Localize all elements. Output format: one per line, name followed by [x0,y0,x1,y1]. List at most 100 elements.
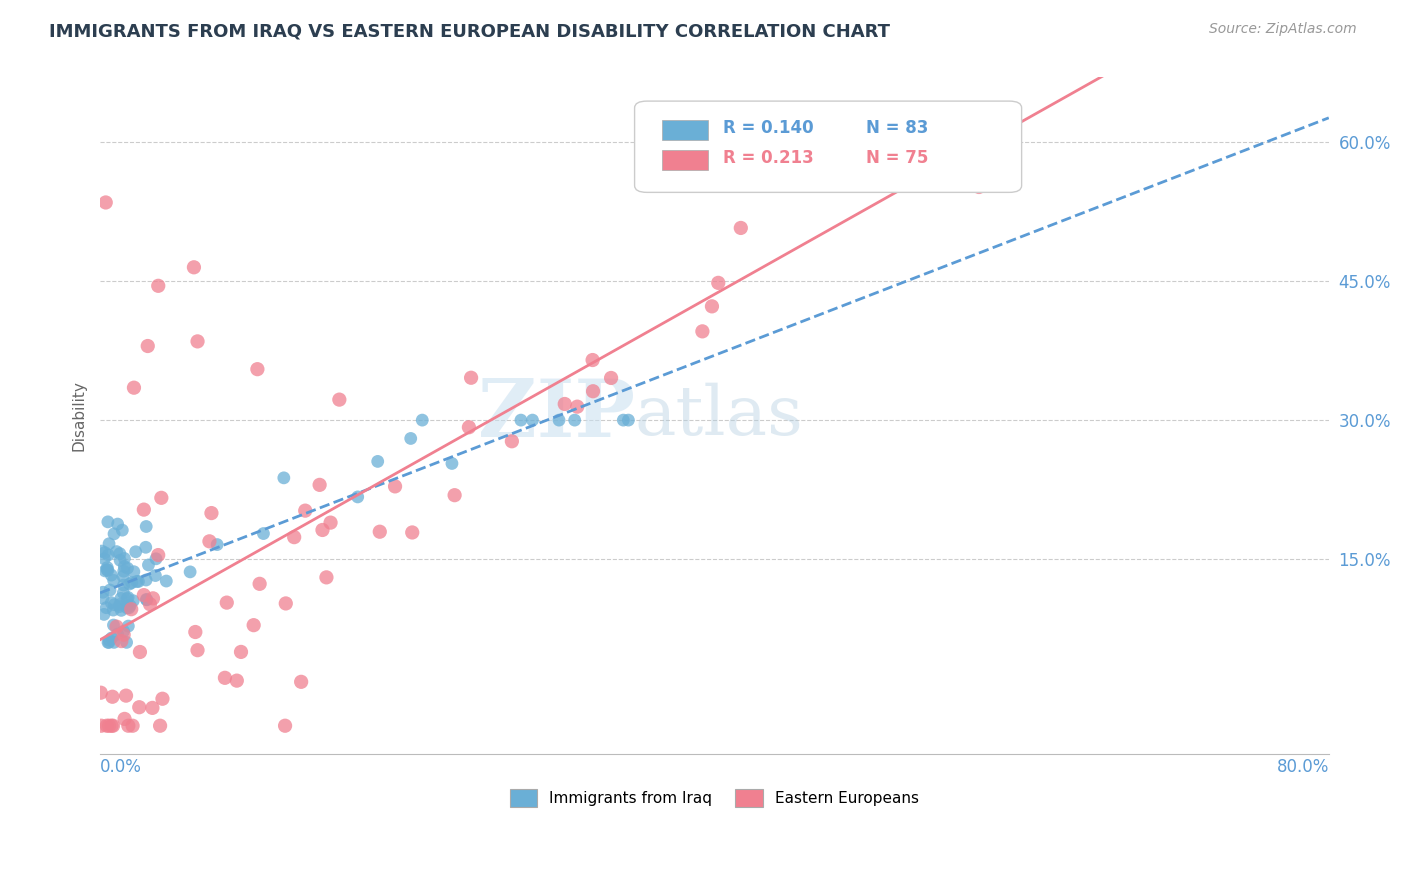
Point [136,339,159,353]
Point [184,625,207,640]
Point [242,618,264,632]
Point [132,588,155,602]
Point [198,534,221,549]
Point [229,645,252,659]
Point [135,592,157,607]
Point [96,563,118,577]
Point [145,551,167,566]
Point [522,413,544,427]
Point [111,523,134,537]
Point [97,563,120,577]
Point [692,324,714,338]
Point [186,334,208,349]
Point [121,575,143,590]
Point [117,619,139,633]
Point [103,526,125,541]
Point [103,598,125,612]
Text: atlas: atlas [634,383,803,449]
Point [145,568,167,582]
Point [125,574,148,589]
Point [117,561,139,575]
Point [308,478,330,492]
Point [612,413,634,427]
Text: R = 0.213: R = 0.213 [723,149,814,167]
Point [128,700,150,714]
Point [101,690,124,704]
Point [135,592,157,607]
Point [135,573,157,587]
Point [129,645,152,659]
Bar [662,120,709,140]
Point [94,195,117,210]
Point [138,558,160,572]
Point [98,719,121,733]
Point [152,691,174,706]
Text: 80.0%: 80.0% [1277,758,1329,776]
Text: N = 83: N = 83 [866,120,928,137]
Point [97,635,120,649]
Point [114,712,136,726]
Point [319,516,342,530]
Point [135,541,157,555]
Point [112,586,135,600]
Point [114,551,136,566]
Point [617,413,640,427]
Point [150,491,173,505]
Point [149,719,172,733]
Point [98,633,121,648]
Point [186,643,208,657]
Point [103,603,125,617]
Point [105,544,128,558]
Point [328,392,350,407]
Point [97,548,120,562]
Point [122,593,145,607]
Point [101,719,124,733]
Point [346,490,368,504]
Point [139,597,162,611]
Point [225,673,247,688]
Point [581,353,603,368]
Point [122,565,145,579]
Point [107,517,129,532]
Point [554,397,576,411]
Point [91,585,114,599]
Point [564,413,586,427]
Point [458,420,481,434]
Point [183,260,205,275]
Point [96,560,118,574]
Point [112,559,135,574]
Point [411,413,433,427]
Point [122,381,145,395]
Point [249,577,271,591]
Y-axis label: Disability: Disability [72,380,86,451]
Point [967,180,990,194]
Point [730,221,752,235]
Point [246,362,269,376]
Point [93,607,115,622]
Point [148,278,170,293]
Point [135,519,157,533]
Point [283,530,305,544]
Point [142,591,165,606]
Point [96,600,118,615]
Point [112,564,135,578]
Point [103,574,125,588]
Point [100,568,122,582]
Point [460,370,482,384]
Point [90,544,112,558]
Point [120,602,142,616]
Point [117,719,139,733]
Point [148,548,170,562]
Point [548,413,571,427]
Point [97,515,120,529]
Point [384,479,406,493]
Point [98,537,121,551]
Point [828,117,851,131]
Point [115,635,138,649]
Point [125,545,148,559]
Point [93,552,115,566]
Point [90,719,112,733]
Point [118,577,141,591]
Point [91,591,114,606]
Point [115,689,138,703]
